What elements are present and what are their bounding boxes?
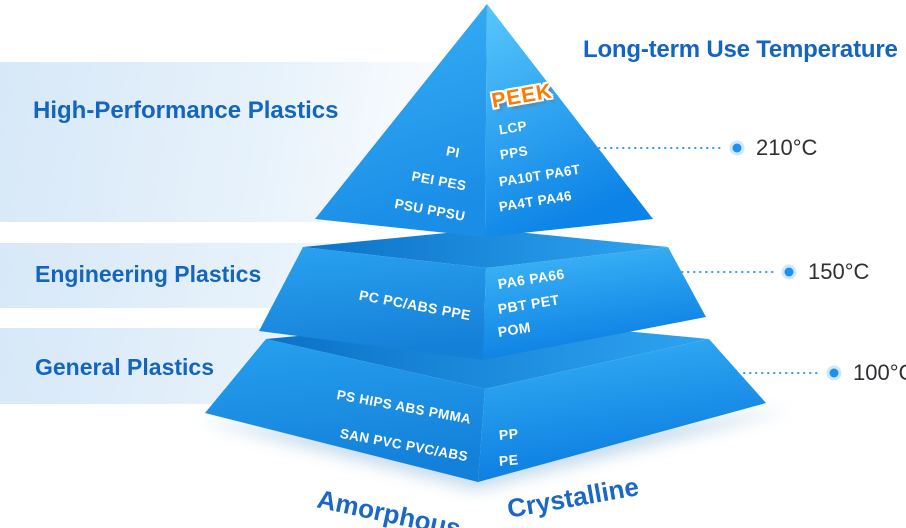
category-label-engineering: Engineering Plastics (35, 261, 262, 287)
tier3-left-face (205, 339, 485, 482)
tier1-left-face (315, 4, 487, 237)
temp-dot-150 (781, 264, 797, 280)
category-label-high-performance: High-Performance Plastics (33, 97, 339, 124)
tier1-right-face (485, 4, 653, 237)
temp-dot-210 (729, 140, 745, 156)
temp-label-210: 210°C (756, 135, 818, 160)
material-label-pe: PE (498, 451, 520, 469)
tier2-left-face (259, 247, 486, 360)
tier3-right-face (478, 339, 766, 482)
tier2-top-facet (303, 229, 668, 268)
material-label-pi: PI (444, 143, 462, 161)
temp-dot-100 (826, 365, 842, 381)
material-label-pp: PP (498, 425, 520, 443)
category-label-general: General Plastics (35, 354, 214, 380)
temp-label-150: 150°C (808, 259, 870, 284)
chart-title: Long-term Use Temperature (583, 36, 898, 63)
temp-label-100: 100°C (853, 360, 906, 385)
tier2-right-face (483, 247, 706, 360)
